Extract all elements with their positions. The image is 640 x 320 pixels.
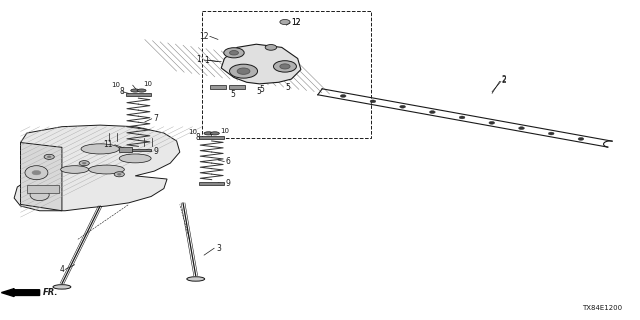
Ellipse shape bbox=[400, 105, 406, 108]
Ellipse shape bbox=[89, 165, 124, 174]
Ellipse shape bbox=[119, 154, 151, 163]
Bar bbox=[199, 136, 225, 139]
Text: 5: 5 bbox=[231, 90, 236, 99]
Text: 10: 10 bbox=[220, 128, 229, 134]
Text: 5: 5 bbox=[256, 87, 261, 96]
Ellipse shape bbox=[429, 111, 435, 114]
Bar bbox=[210, 85, 227, 89]
Ellipse shape bbox=[578, 138, 584, 140]
Ellipse shape bbox=[273, 61, 296, 72]
Bar bbox=[125, 149, 151, 151]
Ellipse shape bbox=[224, 48, 244, 58]
Ellipse shape bbox=[230, 51, 239, 55]
Text: 7: 7 bbox=[153, 114, 158, 123]
Ellipse shape bbox=[265, 44, 276, 50]
Ellipse shape bbox=[370, 100, 376, 103]
Text: 1: 1 bbox=[204, 56, 209, 65]
Text: 4: 4 bbox=[60, 265, 65, 274]
Bar bbox=[202, 11, 371, 138]
Ellipse shape bbox=[117, 173, 121, 175]
Ellipse shape bbox=[32, 171, 41, 175]
Text: 12: 12 bbox=[291, 18, 301, 27]
Ellipse shape bbox=[25, 166, 48, 180]
Polygon shape bbox=[221, 44, 301, 84]
Polygon shape bbox=[14, 125, 180, 211]
Text: 9: 9 bbox=[153, 147, 158, 156]
Text: 12: 12 bbox=[291, 18, 301, 27]
Ellipse shape bbox=[79, 161, 90, 166]
Ellipse shape bbox=[280, 64, 290, 69]
Ellipse shape bbox=[548, 132, 554, 135]
FancyArrow shape bbox=[1, 289, 40, 297]
Ellipse shape bbox=[44, 154, 54, 159]
Text: 1: 1 bbox=[196, 55, 200, 64]
Ellipse shape bbox=[518, 127, 524, 130]
Text: 10: 10 bbox=[143, 81, 152, 87]
Text: 8: 8 bbox=[196, 133, 200, 142]
Ellipse shape bbox=[47, 156, 51, 158]
Bar bbox=[27, 185, 59, 193]
Ellipse shape bbox=[230, 64, 257, 78]
Text: TX84E1200: TX84E1200 bbox=[582, 305, 623, 310]
Ellipse shape bbox=[137, 89, 146, 92]
Ellipse shape bbox=[187, 277, 205, 281]
Text: 8: 8 bbox=[119, 87, 124, 96]
Ellipse shape bbox=[280, 20, 290, 25]
Ellipse shape bbox=[30, 189, 49, 201]
Ellipse shape bbox=[114, 172, 124, 177]
Ellipse shape bbox=[340, 94, 346, 97]
Bar bbox=[229, 85, 246, 89]
Text: 5: 5 bbox=[285, 83, 290, 92]
Bar bbox=[199, 182, 225, 185]
Bar bbox=[119, 147, 132, 152]
Text: 12: 12 bbox=[199, 32, 209, 41]
Ellipse shape bbox=[53, 285, 71, 289]
Ellipse shape bbox=[211, 132, 220, 135]
Ellipse shape bbox=[131, 89, 140, 92]
Ellipse shape bbox=[61, 166, 89, 173]
Ellipse shape bbox=[204, 132, 213, 135]
Text: FR.: FR. bbox=[43, 288, 58, 297]
Text: 9: 9 bbox=[226, 179, 230, 188]
Polygon shape bbox=[20, 142, 62, 211]
Ellipse shape bbox=[83, 162, 86, 164]
Text: 10: 10 bbox=[111, 82, 120, 88]
Text: 10: 10 bbox=[188, 129, 197, 135]
Text: 6: 6 bbox=[226, 157, 230, 166]
Ellipse shape bbox=[460, 116, 465, 119]
Text: 11: 11 bbox=[103, 140, 113, 149]
Text: 2: 2 bbox=[502, 76, 506, 84]
Text: 5: 5 bbox=[259, 85, 264, 94]
Ellipse shape bbox=[81, 144, 119, 154]
Bar bbox=[125, 93, 151, 96]
Text: 2: 2 bbox=[502, 75, 506, 84]
Ellipse shape bbox=[489, 121, 495, 124]
Text: 3: 3 bbox=[217, 244, 221, 253]
Ellipse shape bbox=[237, 68, 250, 74]
